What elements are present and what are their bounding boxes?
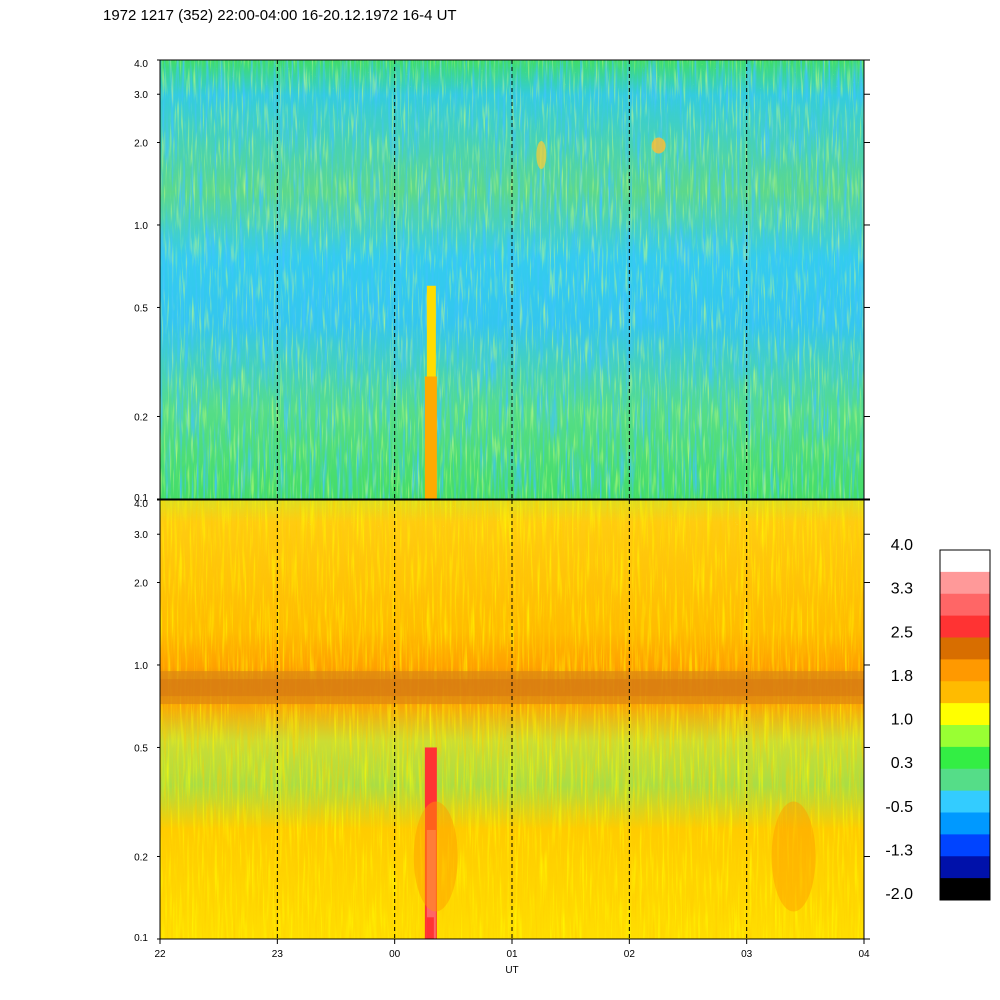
x-axis-label: UT [505, 965, 518, 976]
colorbar-segment [940, 637, 990, 660]
y-tick-label: 1.0 [134, 661, 148, 672]
colorbar-segment [940, 550, 990, 573]
x-tick-label: 00 [389, 949, 401, 960]
bottom-band-core [160, 679, 864, 697]
y-tick-label: 0.2 [134, 413, 148, 424]
colorbar-segment [940, 746, 990, 770]
top-panel-features [424, 137, 666, 499]
top-burst-orange [424, 376, 437, 499]
chart-title: 1972 1217 (352) 22:00-04:00 16-20.12.197… [103, 7, 457, 24]
colorbar-segment [940, 725, 990, 748]
colorbar-label: 1.0 [891, 712, 913, 729]
bottom-warm-blob [771, 801, 816, 912]
colorbar-label: -2.0 [885, 886, 913, 903]
bottom-burst-red-base [426, 917, 434, 939]
bottom-warm-blob [413, 801, 458, 912]
y-tick-label: 0.1 [134, 493, 148, 504]
colorbar-segment [940, 878, 990, 901]
bottom-burst-pink [426, 829, 436, 939]
colorbar-segment [940, 681, 990, 704]
colorbar-segment [940, 790, 990, 813]
y-tick-label: 2.0 [134, 578, 148, 589]
colorbar-segment [940, 615, 990, 638]
colorbar-label: 3.3 [891, 581, 913, 598]
x-tick-label: 03 [741, 949, 753, 960]
panel-frame [159, 59, 865, 500]
colorbar-label: 1.8 [891, 668, 913, 685]
y-tick-label: 4.0 [134, 59, 148, 70]
colorbar-label: -0.5 [885, 799, 913, 816]
y-tick-label: 0.5 [134, 303, 148, 314]
y-tick-label: 0.2 [134, 853, 148, 864]
top-enhancement-1 [536, 141, 547, 170]
axes: 4.03.02.01.00.50.20.14.03.02.01.00.50.20… [134, 59, 870, 960]
x-tick-label: 04 [858, 949, 870, 960]
colorbar-segment [940, 834, 990, 857]
top-burst-yellow [426, 285, 436, 377]
colorbar-label: -1.3 [885, 842, 913, 859]
x-tick-label: 23 [272, 949, 284, 960]
colorbar: 4.0 3.3 2.5 1.8 1.0 0.3 -0.5 -1.3 -2.0 [885, 537, 991, 903]
colorbar-frame [939, 549, 991, 901]
y-tick-label: 3.0 [134, 90, 148, 101]
top-enhancement-2 [651, 137, 666, 154]
y-tick-label: 0.5 [134, 743, 148, 754]
colorbar-label: 4.0 [891, 537, 913, 554]
colorbar-segment [940, 593, 990, 617]
colorbar-segment [940, 768, 990, 792]
colorbar-segment [940, 659, 990, 682]
y-tick-label: 2.0 [134, 138, 148, 149]
colorbar-label: 0.3 [891, 755, 913, 772]
y-tick-label: 3.0 [134, 530, 148, 541]
colorbar-segment [940, 856, 990, 879]
x-tick-label: 22 [154, 949, 166, 960]
x-tick-label: 01 [506, 949, 518, 960]
x-tick-label: 02 [624, 949, 636, 960]
colorbar-label: 2.5 [891, 624, 913, 641]
colorbar-segment [940, 703, 990, 726]
dashed-hour-lines [276, 60, 748, 939]
y-tick-label: 1.0 [134, 221, 148, 232]
y-tick-label: 4.0 [134, 499, 148, 510]
y-tick-label: 0.1 [134, 933, 148, 944]
colorbar-segment [940, 571, 990, 595]
colorbar-segment [940, 812, 990, 835]
